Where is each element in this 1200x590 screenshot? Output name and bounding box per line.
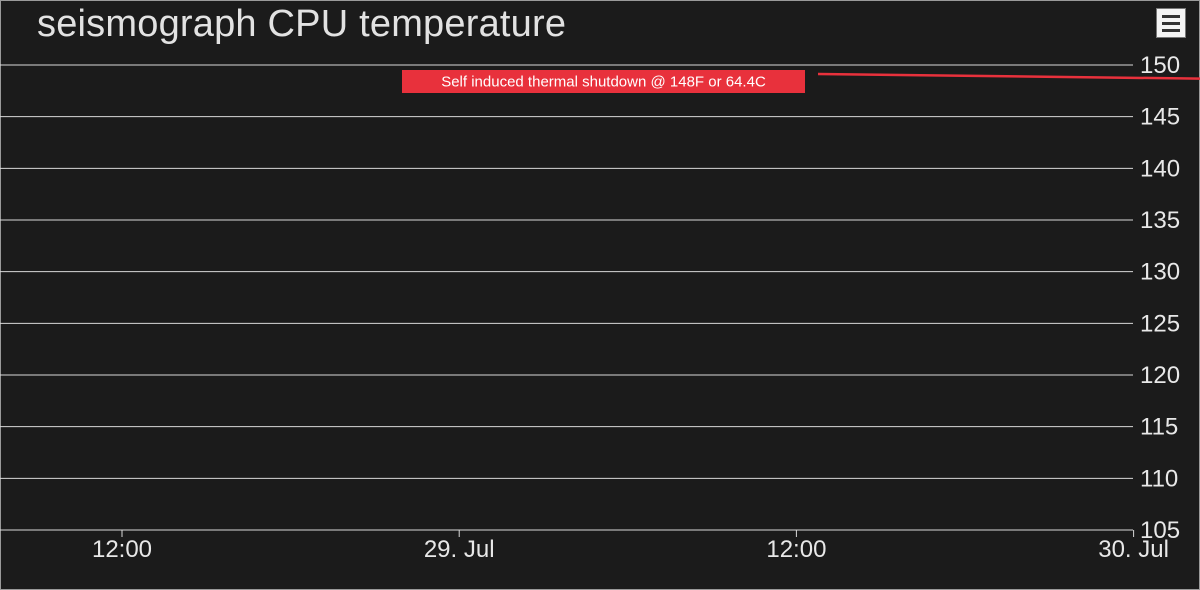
- hamburger-icon: [1162, 15, 1180, 18]
- y-tick-label: 120: [1140, 362, 1180, 389]
- x-tick-label: 12:00: [92, 536, 152, 563]
- context-menu-button[interactable]: [1156, 8, 1186, 38]
- annotation-arrow-line: [817, 72, 1200, 80]
- y-tick-label: 130: [1140, 259, 1180, 286]
- y-tick-label: 135: [1140, 207, 1180, 234]
- y-tick-label: 115: [1140, 414, 1178, 441]
- x-tick-label: 12:00: [766, 536, 826, 563]
- y-axis: 105 110 115 120 125 130 135 140 145 150: [1140, 52, 1180, 544]
- x-tick-label: 29. Jul: [424, 536, 495, 563]
- annotation-layer: Self induced thermal shutdown @ 148F or …: [402, 70, 1200, 93]
- y-tick-label: 150: [1140, 52, 1180, 79]
- hamburger-icon: [1162, 29, 1180, 32]
- annotation-box: [402, 70, 805, 93]
- y-tick-label: 125: [1140, 310, 1180, 337]
- y-tick-label: 145: [1140, 104, 1180, 131]
- y-tick-label: 140: [1140, 155, 1180, 182]
- x-tick-label: 30. Jul: [1098, 536, 1169, 563]
- y-tick-label: 105: [1140, 517, 1180, 544]
- y-tick-label: 110: [1140, 465, 1178, 492]
- grid-lines: [0, 64, 1133, 479]
- hamburger-icon: [1162, 22, 1180, 25]
- annotation-label: Self induced thermal shutdown @ 148F or …: [441, 74, 766, 91]
- chart-title: seismograph CPU temperature: [37, 3, 567, 45]
